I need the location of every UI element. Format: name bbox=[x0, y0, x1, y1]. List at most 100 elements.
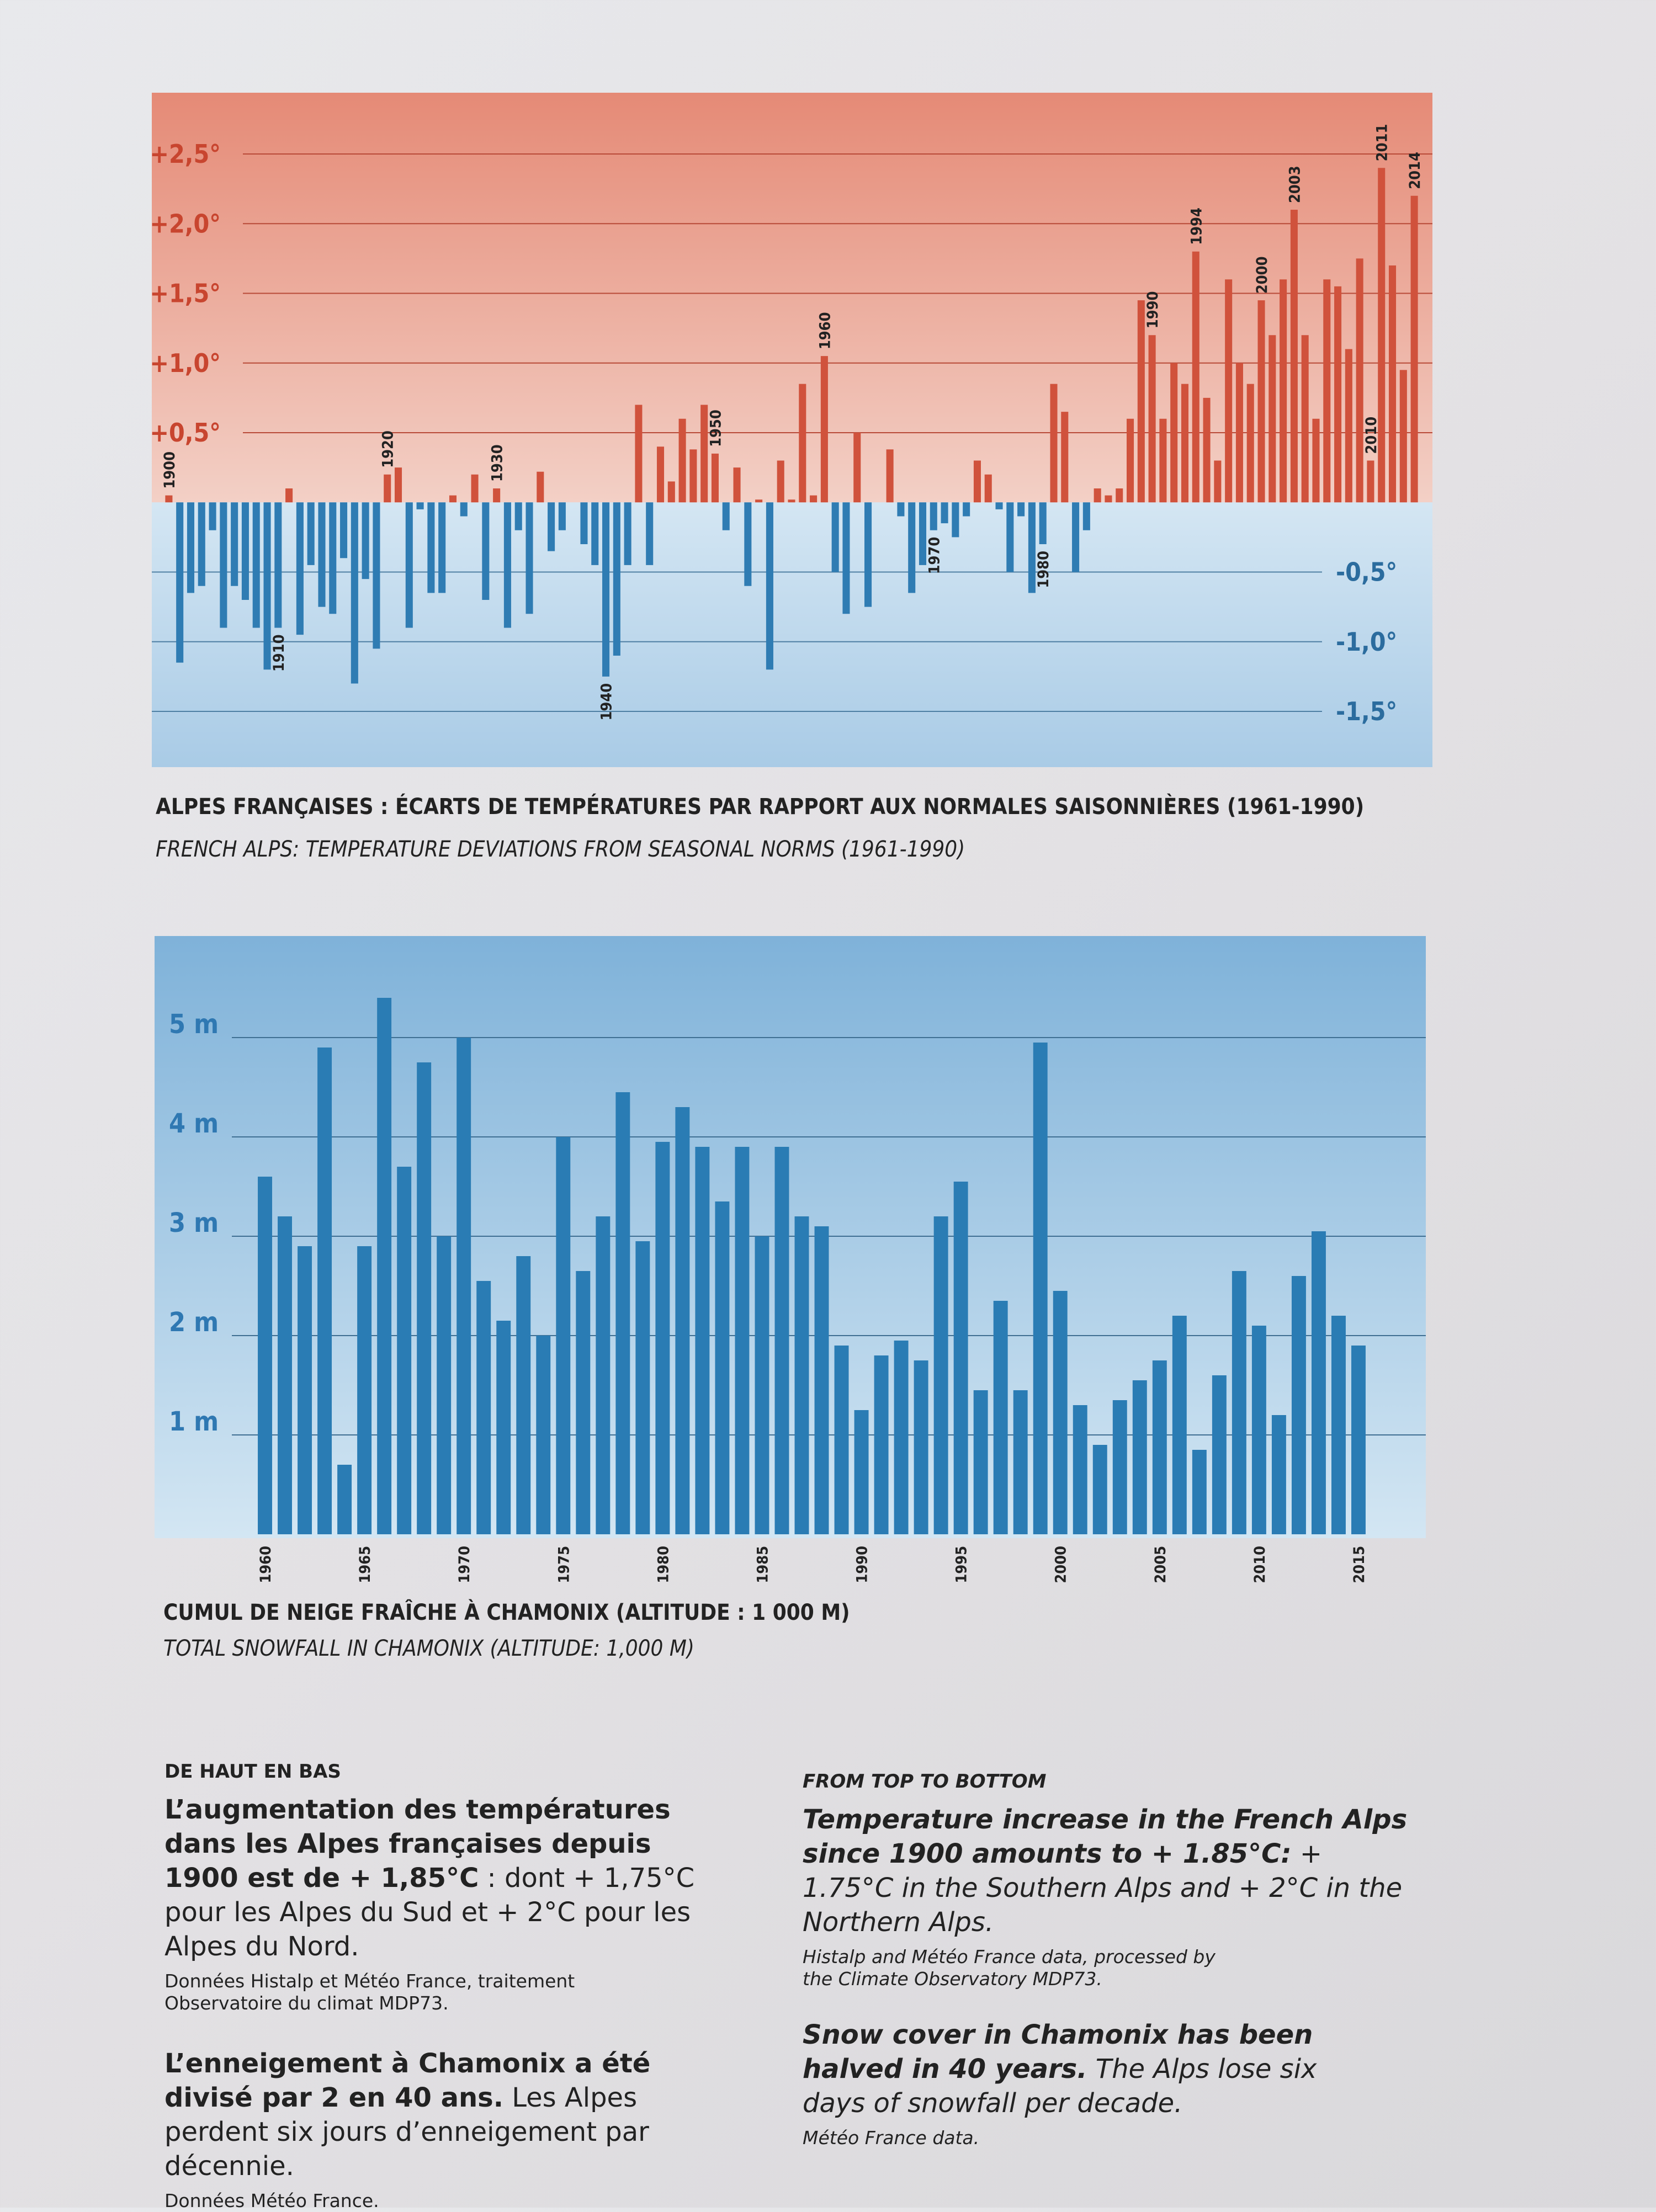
bar bbox=[1268, 335, 1276, 503]
x-tick-label: 2010 bbox=[1363, 417, 1380, 454]
bar bbox=[1126, 418, 1134, 503]
y-tick-label: 4 m bbox=[169, 1108, 219, 1139]
bar bbox=[285, 488, 293, 503]
y-tick-label: 1 m bbox=[169, 1406, 219, 1437]
y-tick-label: -0,5° bbox=[1336, 557, 1397, 587]
bar bbox=[864, 502, 872, 607]
bar bbox=[700, 405, 708, 503]
bar bbox=[1203, 397, 1211, 503]
bar bbox=[274, 502, 282, 628]
bar bbox=[377, 998, 392, 1534]
bar bbox=[1092, 1445, 1107, 1534]
bar bbox=[596, 1216, 611, 1534]
x-tick-label: 2010 bbox=[1251, 1546, 1268, 1583]
x-tick-label: 1965 bbox=[357, 1546, 374, 1583]
x-tick-label: 1980 bbox=[1035, 551, 1052, 588]
x-tick-label: 1920 bbox=[380, 430, 397, 468]
bar bbox=[427, 502, 435, 593]
bar bbox=[165, 495, 173, 503]
bar bbox=[536, 1336, 551, 1534]
bar bbox=[1367, 460, 1374, 503]
y-tick-label: +2,5° bbox=[150, 139, 221, 169]
bar bbox=[715, 1201, 730, 1534]
bar bbox=[1331, 1316, 1346, 1534]
bar bbox=[1152, 1360, 1167, 1534]
bar bbox=[1017, 502, 1025, 517]
x-tick-label: 1980 bbox=[655, 1546, 672, 1583]
bar bbox=[1225, 279, 1233, 503]
bar bbox=[1006, 502, 1014, 572]
bar bbox=[655, 1142, 670, 1534]
bar bbox=[471, 474, 479, 503]
bar bbox=[417, 1062, 432, 1534]
bar bbox=[635, 405, 643, 503]
bar bbox=[1356, 258, 1363, 503]
bar bbox=[437, 1236, 452, 1534]
x-tick-label: 1970 bbox=[456, 1546, 473, 1583]
bar bbox=[894, 1341, 909, 1534]
x-tick-label: 1940 bbox=[598, 683, 615, 721]
x-tick-label: 1950 bbox=[707, 410, 724, 447]
x-tick-label: 1960 bbox=[816, 312, 834, 350]
bar bbox=[973, 1390, 988, 1534]
note-source: Données Météo France. bbox=[164, 2190, 379, 2211]
bar bbox=[854, 1410, 869, 1534]
bar bbox=[1181, 384, 1189, 503]
bar bbox=[1334, 286, 1342, 503]
bar bbox=[187, 502, 195, 593]
bar bbox=[973, 460, 981, 503]
bar bbox=[984, 474, 992, 503]
bar bbox=[1192, 251, 1199, 503]
bar bbox=[329, 502, 337, 614]
chart-title: ALPES FRANÇAISES : ÉCARTS DE TEMPÉRATURE… bbox=[156, 793, 1364, 820]
note-source: Météo France data. bbox=[803, 2127, 980, 2149]
bar bbox=[516, 1256, 531, 1534]
bar bbox=[220, 502, 227, 628]
bar bbox=[1311, 1231, 1326, 1534]
bar bbox=[558, 502, 566, 530]
background-positive bbox=[152, 93, 1432, 503]
bar bbox=[602, 502, 610, 677]
bar bbox=[591, 502, 599, 565]
x-tick-label: 2005 bbox=[1152, 1546, 1169, 1583]
bar bbox=[831, 502, 839, 572]
x-tick-label: 1970 bbox=[926, 537, 943, 575]
bar bbox=[941, 502, 948, 524]
note-bold: L’enneigement à Chamonix a été divisé pa… bbox=[164, 2048, 651, 2113]
bar bbox=[1028, 502, 1036, 593]
x-tick-label: 2014 bbox=[1406, 152, 1424, 189]
bar bbox=[993, 1301, 1008, 1534]
x-tick-label: 2011 bbox=[1374, 124, 1391, 162]
bar bbox=[1232, 1271, 1246, 1534]
bar bbox=[526, 502, 533, 614]
bar bbox=[1072, 502, 1080, 572]
bar bbox=[576, 1271, 591, 1534]
bar bbox=[1246, 384, 1254, 503]
bar bbox=[744, 502, 752, 586]
bar bbox=[449, 495, 457, 503]
bar bbox=[1039, 502, 1047, 544]
note-text: + 1.75°C in the Southern Alps and + 2°C … bbox=[803, 1838, 1403, 1938]
x-tick-label: 1994 bbox=[1188, 208, 1205, 245]
note-en: FROM TOP TO BOTTOM Temperature increase … bbox=[803, 1770, 1454, 2149]
bar bbox=[416, 502, 424, 509]
y-tick-label: 2 m bbox=[169, 1307, 219, 1338]
x-tick-label: 1990 bbox=[854, 1546, 871, 1583]
bar bbox=[252, 502, 260, 628]
bar bbox=[678, 418, 686, 503]
note-paragraph: L’augmentation des températures dans les… bbox=[164, 1793, 722, 1964]
bar bbox=[695, 1147, 710, 1534]
note-bold: L’augmentation des températures dans les… bbox=[164, 1794, 671, 1894]
bar bbox=[337, 1465, 352, 1534]
note-text: Les Alpes perdent six jours d’enneigemen… bbox=[164, 2082, 649, 2182]
bar bbox=[1148, 335, 1156, 503]
bar bbox=[1351, 1346, 1366, 1534]
bar bbox=[1271, 1415, 1286, 1534]
bar bbox=[615, 1092, 630, 1534]
bar bbox=[362, 502, 369, 579]
bar bbox=[842, 502, 850, 614]
y-tick-label: +2,0° bbox=[150, 209, 221, 238]
bar bbox=[646, 502, 654, 565]
bar bbox=[318, 502, 326, 607]
bar bbox=[1280, 279, 1287, 503]
